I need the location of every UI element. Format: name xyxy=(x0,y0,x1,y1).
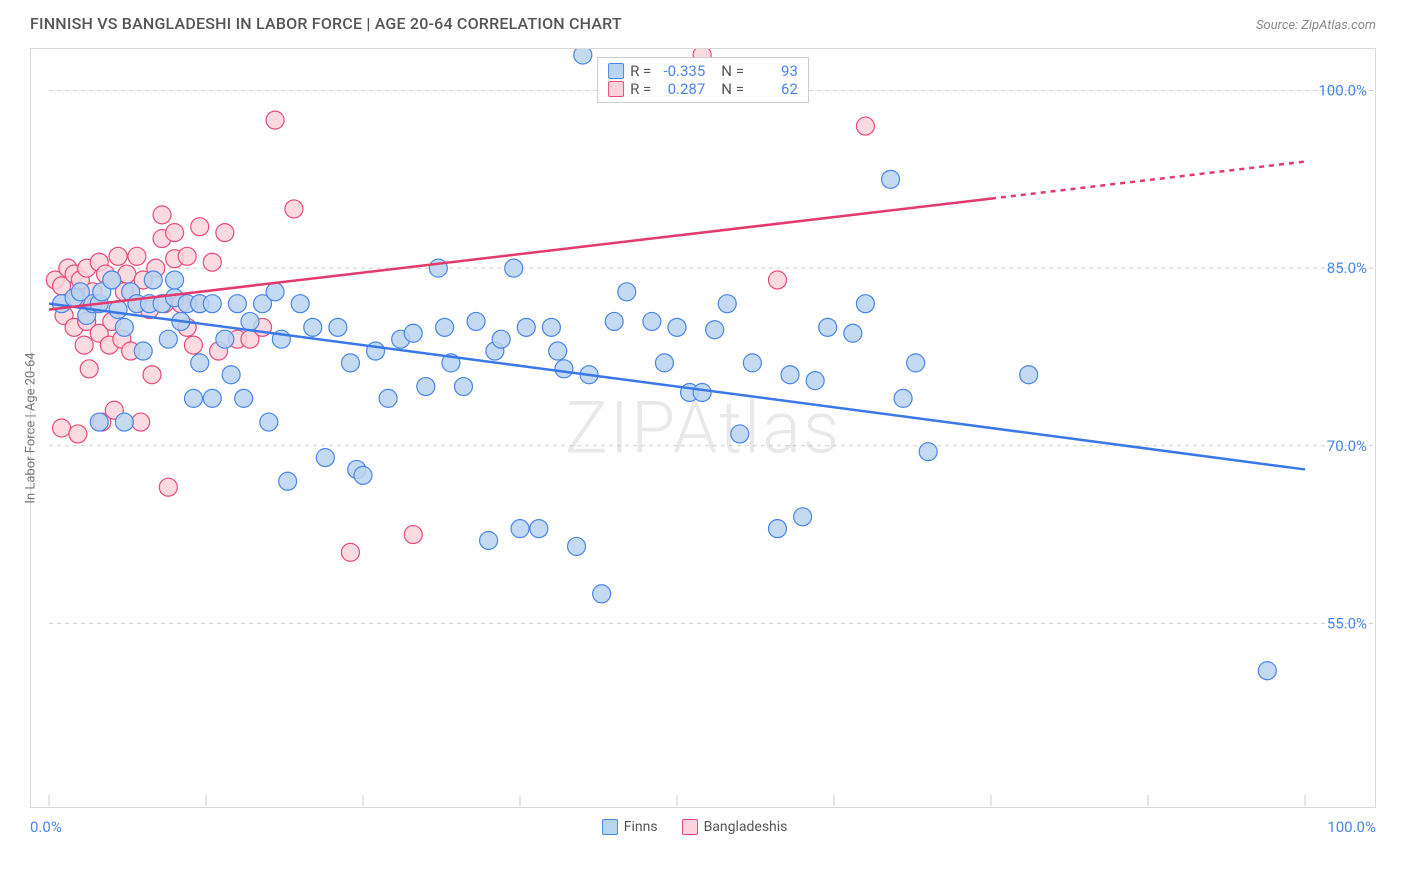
bangladeshis-r-value: 0.287 xyxy=(657,80,705,98)
legend-item-finns: Finns xyxy=(602,819,658,835)
stats-row-bangladeshis: R = 0.287 N = 62 xyxy=(608,80,798,98)
x-max-label: 100.0% xyxy=(1327,818,1376,836)
svg-text:85.0%: 85.0% xyxy=(1327,259,1367,277)
chart-title: FINNISH VS BANGLADESHI IN LABOR FORCE | … xyxy=(30,14,622,33)
bangladeshis-swatch-icon xyxy=(608,81,624,97)
chart-area: In Labor Force | Age 20-64 ZIPAtlas 100.… xyxy=(30,48,1376,808)
bangladeshis-legend-icon xyxy=(682,819,698,835)
finns-n-value: 93 xyxy=(750,62,798,80)
y-axis-label: In Labor Force | Age 20-64 xyxy=(24,352,39,503)
bangladeshis-legend-label: Bangladeshis xyxy=(704,819,788,835)
legend-item-bangladeshis: Bangladeshis xyxy=(682,819,788,835)
finns-swatch-icon xyxy=(608,63,624,79)
bangladeshis-n-value: 62 xyxy=(750,80,798,98)
stats-row-finns: R = -0.335 N = 93 xyxy=(608,62,798,80)
svg-text:55.0%: 55.0% xyxy=(1327,614,1367,632)
source-credit: Source: ZipAtlas.com xyxy=(1256,18,1376,33)
finns-r-value: -0.335 xyxy=(657,62,705,80)
finns-legend-label: Finns xyxy=(624,819,658,835)
finns-legend-icon xyxy=(602,819,618,835)
svg-text:100.0%: 100.0% xyxy=(1318,82,1367,100)
stats-legend: R = -0.335 N = 93 R = 0.287 N = 62 xyxy=(597,57,809,103)
x-min-label: 0.0% xyxy=(30,818,62,836)
scatter-plot: 100.0% 85.0% 70.0% 55.0% xyxy=(31,49,1375,807)
svg-text:70.0%: 70.0% xyxy=(1327,437,1367,455)
series-legend: Finns Bangladeshis xyxy=(602,819,788,835)
